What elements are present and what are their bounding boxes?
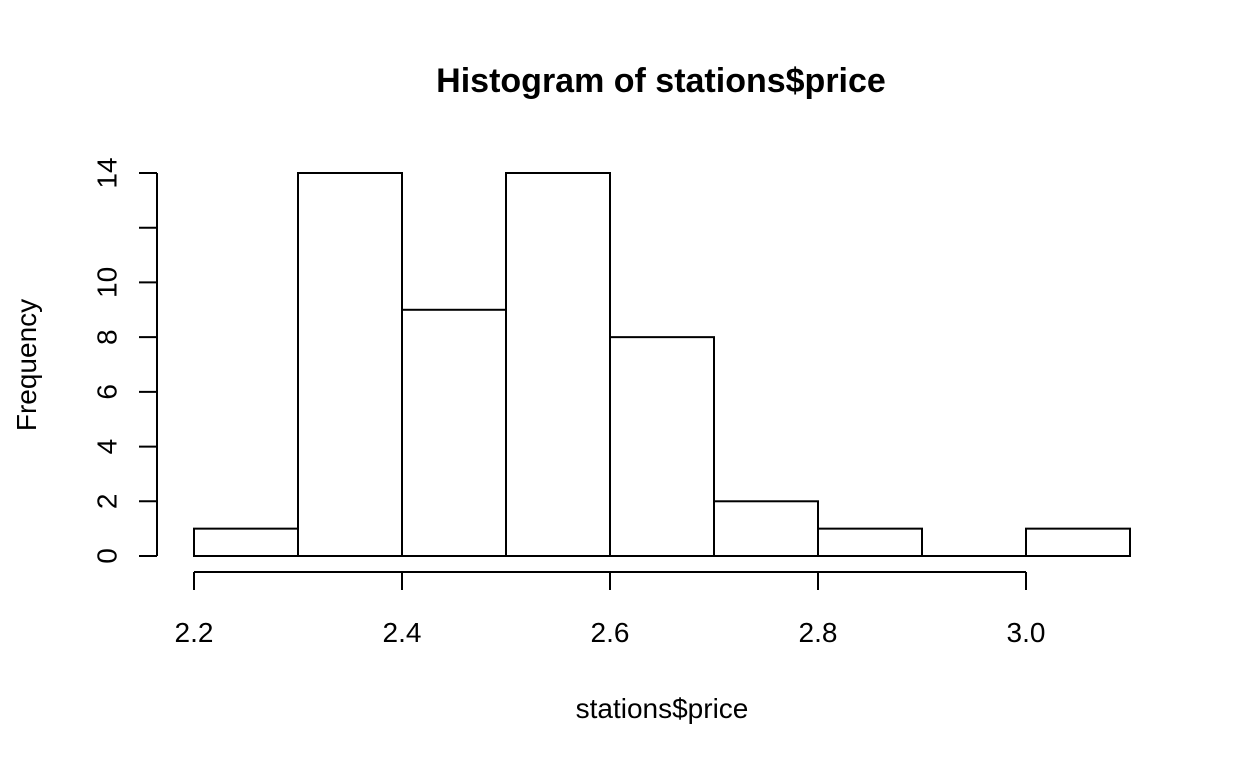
y-axis: 0 2 4 6 8 10 14 xyxy=(91,157,158,564)
histogram-bar-3 xyxy=(505,172,611,557)
chart-title: Histogram of stations$price xyxy=(436,62,886,100)
x-tick-label-3: 2.8 xyxy=(799,617,838,648)
y-tick-label-1: 2 xyxy=(91,493,122,509)
x-tick-label-4: 3.0 xyxy=(1007,617,1046,648)
y-tick-label-4: 8 xyxy=(91,329,122,345)
x-tick-label-0: 2.2 xyxy=(175,617,214,648)
y-tick-label-0: 0 xyxy=(91,548,122,564)
x-tick-label-1: 2.4 xyxy=(383,617,422,648)
x-axis: 2.2 2.4 2.6 2.8 3.0 xyxy=(175,571,1046,648)
histogram-bar-1 xyxy=(297,172,403,557)
y-tick-label-5: 10 xyxy=(91,267,122,298)
y-tick-label-2: 4 xyxy=(91,439,122,455)
y-axis-label: Frequency xyxy=(11,299,42,431)
histogram-bar-0 xyxy=(193,527,299,558)
x-tick-label-2: 2.6 xyxy=(591,617,630,648)
histogram-bar-8 xyxy=(1025,527,1131,558)
bars-group xyxy=(193,172,1131,558)
histogram-bar-2 xyxy=(401,308,507,557)
x-axis-label: stations$price xyxy=(576,693,749,724)
histogram-bar-4 xyxy=(609,336,715,557)
y-tick-label-7: 14 xyxy=(91,157,122,188)
y-tick-label-3: 6 xyxy=(91,384,122,400)
histogram-bar-6 xyxy=(817,527,923,558)
histogram-bar-5 xyxy=(713,500,819,557)
